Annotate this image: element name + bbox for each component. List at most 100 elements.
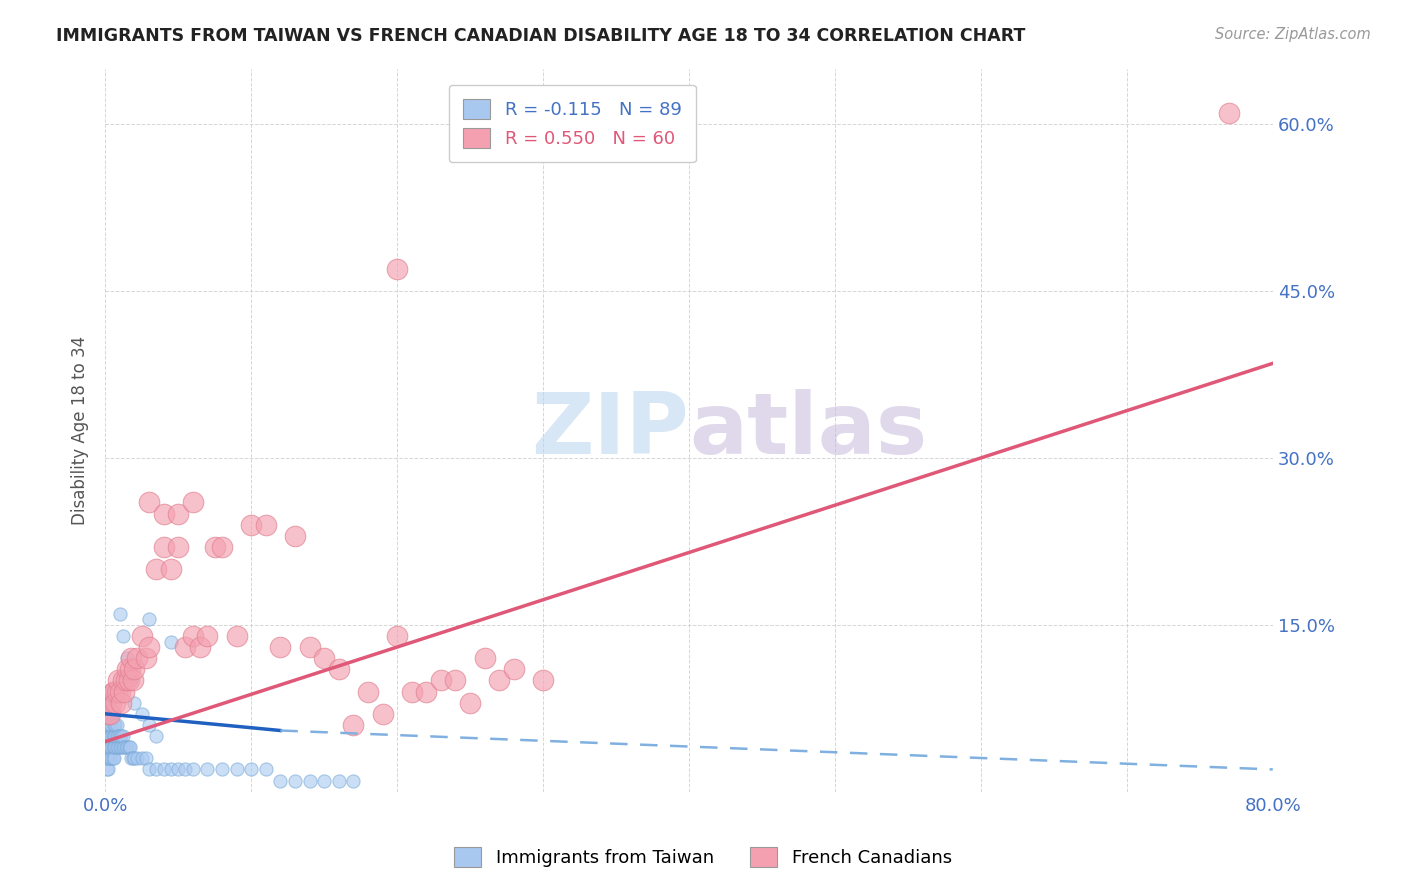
Point xyxy=(117,740,139,755)
Point xyxy=(121,673,143,688)
Point xyxy=(284,773,307,788)
Point xyxy=(97,729,120,743)
Point xyxy=(298,640,321,654)
Point xyxy=(96,740,118,755)
Point xyxy=(103,740,125,755)
Point xyxy=(444,673,467,688)
Point xyxy=(111,740,134,755)
Point xyxy=(111,629,134,643)
Point xyxy=(269,773,291,788)
Point xyxy=(97,706,120,721)
Point xyxy=(314,651,336,665)
Point xyxy=(298,773,321,788)
Point xyxy=(101,706,124,721)
Point xyxy=(342,718,364,732)
Y-axis label: Disability Age 18 to 34: Disability Age 18 to 34 xyxy=(72,335,89,524)
Point xyxy=(131,706,153,721)
Point xyxy=(328,773,350,788)
Point xyxy=(97,706,120,721)
Point xyxy=(96,729,118,743)
Point xyxy=(98,718,121,732)
Point xyxy=(211,540,233,554)
Point xyxy=(100,729,122,743)
Point xyxy=(127,751,149,765)
Point xyxy=(97,763,120,777)
Point xyxy=(138,763,160,777)
Point xyxy=(1218,106,1240,120)
Point xyxy=(98,696,121,710)
Point xyxy=(145,729,167,743)
Point xyxy=(111,673,134,688)
Point xyxy=(114,740,136,755)
Point xyxy=(98,751,121,765)
Point xyxy=(401,684,423,698)
Point xyxy=(211,763,233,777)
Point xyxy=(100,706,122,721)
Point xyxy=(342,773,364,788)
Point xyxy=(101,740,124,755)
Point xyxy=(240,517,263,532)
Point xyxy=(101,684,124,698)
Point xyxy=(100,718,122,732)
Point xyxy=(135,751,157,765)
Point xyxy=(174,640,197,654)
Point xyxy=(103,684,125,698)
Point xyxy=(100,696,122,710)
Point xyxy=(104,696,127,710)
Point xyxy=(115,740,138,755)
Point xyxy=(195,763,218,777)
Point xyxy=(96,763,118,777)
Point xyxy=(104,718,127,732)
Text: ZIP: ZIP xyxy=(531,389,689,472)
Point xyxy=(415,684,437,698)
Point xyxy=(204,540,226,554)
Point xyxy=(328,662,350,676)
Point xyxy=(167,507,190,521)
Point xyxy=(107,729,129,743)
Point xyxy=(131,629,153,643)
Point xyxy=(112,740,135,755)
Point xyxy=(110,696,132,710)
Point xyxy=(181,495,204,509)
Point xyxy=(152,763,174,777)
Point xyxy=(145,562,167,576)
Point xyxy=(152,507,174,521)
Point xyxy=(103,751,125,765)
Point xyxy=(118,662,141,676)
Point xyxy=(254,763,277,777)
Point xyxy=(108,729,131,743)
Point xyxy=(118,740,141,755)
Point xyxy=(160,562,183,576)
Point xyxy=(98,706,121,721)
Legend: R = -0.115   N = 89, R = 0.550   N = 60: R = -0.115 N = 89, R = 0.550 N = 60 xyxy=(449,85,696,162)
Point xyxy=(100,740,122,755)
Point xyxy=(108,684,131,698)
Point xyxy=(105,684,128,698)
Point xyxy=(104,729,127,743)
Point xyxy=(357,684,380,698)
Point xyxy=(138,640,160,654)
Point xyxy=(122,751,145,765)
Point xyxy=(284,529,307,543)
Point xyxy=(371,706,394,721)
Point xyxy=(124,751,146,765)
Point xyxy=(115,662,138,676)
Point xyxy=(240,763,263,777)
Point xyxy=(474,651,496,665)
Point xyxy=(181,763,204,777)
Point xyxy=(131,751,153,765)
Point xyxy=(96,740,118,755)
Text: atlas: atlas xyxy=(689,389,927,472)
Point xyxy=(531,673,554,688)
Point xyxy=(160,634,183,648)
Text: IMMIGRANTS FROM TAIWAN VS FRENCH CANADIAN DISABILITY AGE 18 TO 34 CORRELATION CH: IMMIGRANTS FROM TAIWAN VS FRENCH CANADIA… xyxy=(56,27,1025,45)
Point xyxy=(96,751,118,765)
Point xyxy=(122,673,145,688)
Point xyxy=(121,751,143,765)
Point xyxy=(96,718,118,732)
Point xyxy=(195,629,218,643)
Point xyxy=(314,773,336,788)
Point xyxy=(97,740,120,755)
Point xyxy=(98,740,121,755)
Legend: Immigrants from Taiwan, French Canadians: Immigrants from Taiwan, French Canadians xyxy=(447,839,959,874)
